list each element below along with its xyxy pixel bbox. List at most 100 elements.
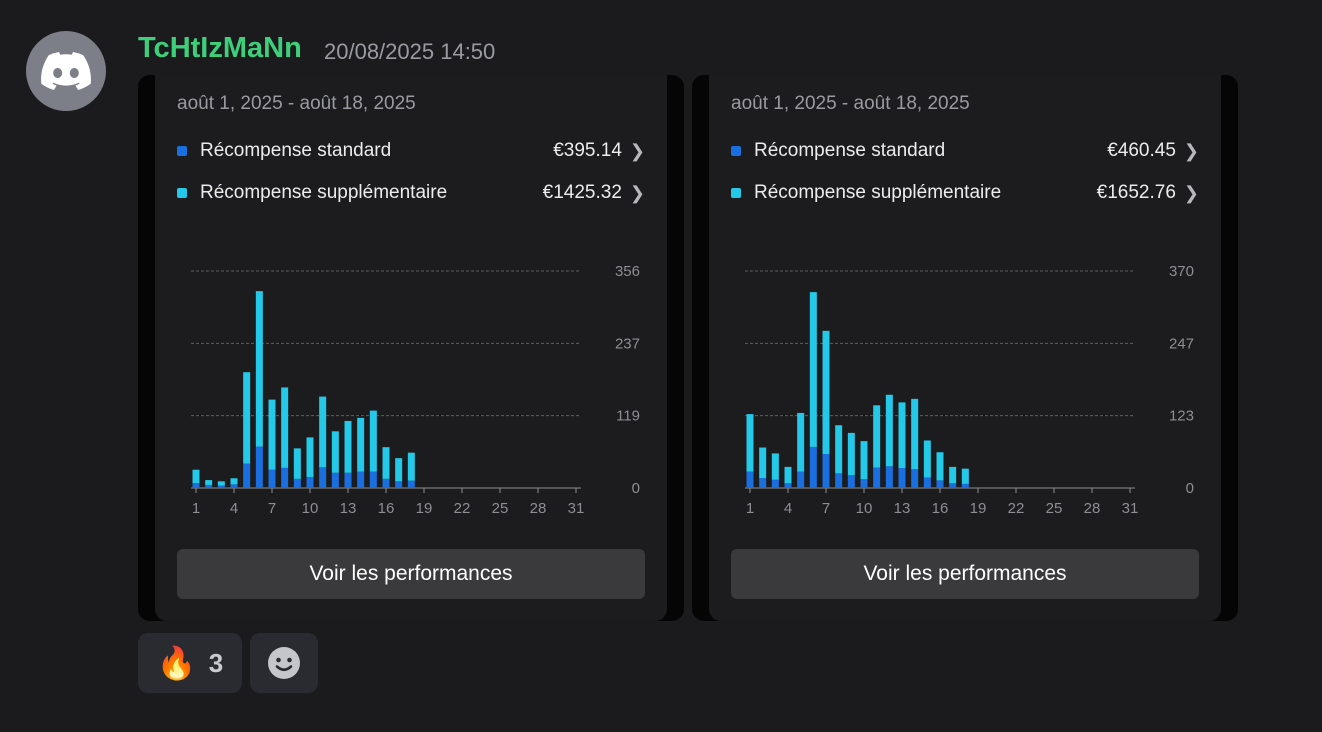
bar-standard (860, 479, 868, 488)
legend-value: €395.14 (553, 140, 622, 161)
bar-extra (759, 447, 767, 479)
avatar[interactable] (26, 31, 106, 111)
x-tick-label: 1 (192, 500, 200, 515)
x-tick-label: 22 (454, 500, 471, 515)
bar-standard (255, 446, 263, 488)
bar-extra (911, 398, 919, 470)
bar-standard (331, 472, 339, 488)
x-tick-label: 10 (856, 500, 873, 515)
bar-extra (746, 414, 754, 472)
bar-extra (961, 468, 969, 484)
legend-row-standard[interactable]: Récompense standard €395.14 ❯ (177, 137, 645, 165)
x-tick-label: 28 (1084, 500, 1101, 515)
bar-standard (961, 483, 969, 488)
fire-emoji-icon: 🔥 (156, 645, 197, 681)
x-tick-label: 13 (340, 500, 357, 515)
bar-extra (243, 372, 251, 464)
bar-extra (936, 452, 944, 481)
bar-standard (217, 485, 225, 488)
bar-extra (923, 440, 931, 478)
bar-standard (407, 480, 415, 488)
bar-standard (797, 471, 805, 488)
x-tick-label: 25 (492, 500, 509, 515)
x-tick-label: 19 (416, 500, 433, 515)
bar-extra (192, 469, 200, 484)
smiley-icon (268, 647, 300, 679)
bar-extra (382, 447, 390, 479)
bar-extra (357, 417, 365, 472)
y-tick-label: 0 (1186, 480, 1194, 497)
bar-extra (306, 437, 314, 478)
bar-extra (949, 466, 957, 484)
x-tick-label: 25 (1046, 500, 1063, 515)
bar-standard (357, 471, 365, 488)
legend-value: €460.45 (1107, 140, 1176, 161)
y-tick-label: 119 (616, 408, 640, 425)
bar-standard (911, 469, 919, 488)
bar-standard (784, 483, 792, 488)
y-tick-label: 370 (1169, 263, 1194, 280)
bar-standard (936, 480, 944, 488)
x-tick-label: 16 (932, 500, 949, 515)
bar-extra (809, 292, 817, 447)
bar-standard (835, 473, 843, 488)
bar-extra (771, 453, 779, 480)
reaction-count: 3 (208, 647, 224, 678)
legend-label: Récompense standard (200, 140, 392, 161)
rewards-card: août 1, 2025 - août 18, 2025 Récompense … (155, 75, 667, 621)
legend-row-extra[interactable]: Récompense supplémentaire €1652.76 ❯ (731, 179, 1199, 207)
legend-label: Récompense supplémentaire (200, 182, 448, 203)
bar-standard (344, 472, 352, 488)
chevron-right-icon: ❯ (1183, 140, 1199, 161)
legend-value: €1425.32 (542, 182, 622, 203)
add-reaction-button[interactable] (250, 633, 318, 693)
bar-extra (784, 466, 792, 484)
x-tick-label: 31 (1122, 500, 1139, 515)
message-timestamp: 20/08/2025 14:50 (324, 39, 496, 64)
rewards-card: août 1, 2025 - août 18, 2025 Récompense … (709, 75, 1221, 621)
bar-standard (230, 484, 238, 488)
bar-standard (923, 477, 931, 488)
bar-standard (759, 478, 767, 488)
bar-chart: 356 237 119 0 1 4 7 10 13 16 19 22 25 28 31 (191, 263, 640, 515)
bar-extra (395, 458, 403, 482)
bar-extra (293, 448, 301, 479)
bar-extra (873, 405, 881, 468)
bar-standard (822, 453, 830, 488)
view-performance-button[interactable]: Voir les performances (731, 549, 1199, 599)
y-tick-label: 237 (615, 335, 640, 352)
reaction-fire[interactable]: 🔥 3 (138, 633, 242, 693)
bar-extra (835, 425, 843, 474)
bar-extra (319, 396, 327, 468)
legend-row-standard[interactable]: Récompense standard €460.45 ❯ (731, 137, 1199, 165)
bar-extra (344, 420, 352, 473)
bar-standard (395, 481, 403, 488)
x-tick-label: 22 (1008, 500, 1025, 515)
bar-extra (797, 412, 805, 472)
bar-standard (281, 467, 289, 488)
username[interactable]: TcHtIzMaNn (138, 32, 302, 64)
legend-value: €1652.76 (1096, 182, 1176, 203)
y-tick-label: 247 (1169, 335, 1194, 352)
bar-extra (407, 452, 415, 481)
legend-swatch-extra (731, 188, 741, 198)
view-performance-button[interactable]: Voir les performances (177, 549, 645, 599)
bar-extra (885, 394, 893, 467)
y-tick-label: 123 (1169, 408, 1194, 425)
x-tick-label: 16 (378, 500, 395, 515)
bar-extra (369, 410, 377, 472)
image-attachment-2[interactable]: août 1, 2025 - août 18, 2025 Récompense … (692, 75, 1238, 621)
image-attachment-1[interactable]: août 1, 2025 - août 18, 2025 Récompense … (138, 75, 684, 621)
legend-row-extra[interactable]: Récompense supplémentaire €1425.32 ❯ (177, 179, 645, 207)
chevron-right-icon: ❯ (629, 182, 645, 203)
bar-standard (898, 468, 906, 488)
bar-standard (847, 475, 855, 488)
discord-logo-icon (41, 52, 91, 90)
bar-standard (369, 471, 377, 488)
bar-extra (217, 481, 225, 486)
legend-swatch-extra (177, 188, 187, 198)
chevron-right-icon: ❯ (1183, 182, 1199, 203)
bar-extra (860, 441, 868, 480)
x-tick-label: 1 (746, 500, 754, 515)
x-tick-label: 31 (568, 500, 585, 515)
